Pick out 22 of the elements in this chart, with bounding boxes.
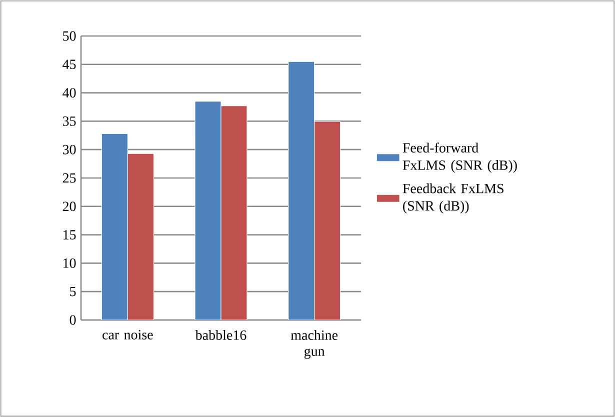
bar xyxy=(220,106,248,320)
y-tick-label: 50 xyxy=(63,31,76,41)
y-tick-label: 20 xyxy=(62,202,76,212)
y-tick-label: 15 xyxy=(64,230,76,240)
y-tick-label: 0 xyxy=(70,315,76,325)
bar xyxy=(288,61,315,320)
x-tick-label: babble16 xyxy=(195,330,246,340)
bar xyxy=(314,121,341,320)
y-tick-label: 10 xyxy=(64,258,76,268)
y-tick-label: 25 xyxy=(62,173,76,183)
bar xyxy=(101,133,128,320)
y-tick-label: 5 xyxy=(70,286,76,296)
x-tick-label: car noise xyxy=(102,330,153,340)
bar xyxy=(194,101,222,320)
y-tick-label: 35 xyxy=(62,116,76,126)
legend-label: Feed-forward FxLMS (SNR (dB)) xyxy=(402,142,517,173)
bar xyxy=(127,153,154,320)
y-tick-label: 40 xyxy=(62,88,76,98)
y-tick-label: 45 xyxy=(62,60,76,70)
y-tick-label: 30 xyxy=(62,144,76,154)
x-tick-label: machine gun xyxy=(290,330,338,359)
legend-label: Feedback FxLMS (SNR (dB)) xyxy=(402,183,504,214)
